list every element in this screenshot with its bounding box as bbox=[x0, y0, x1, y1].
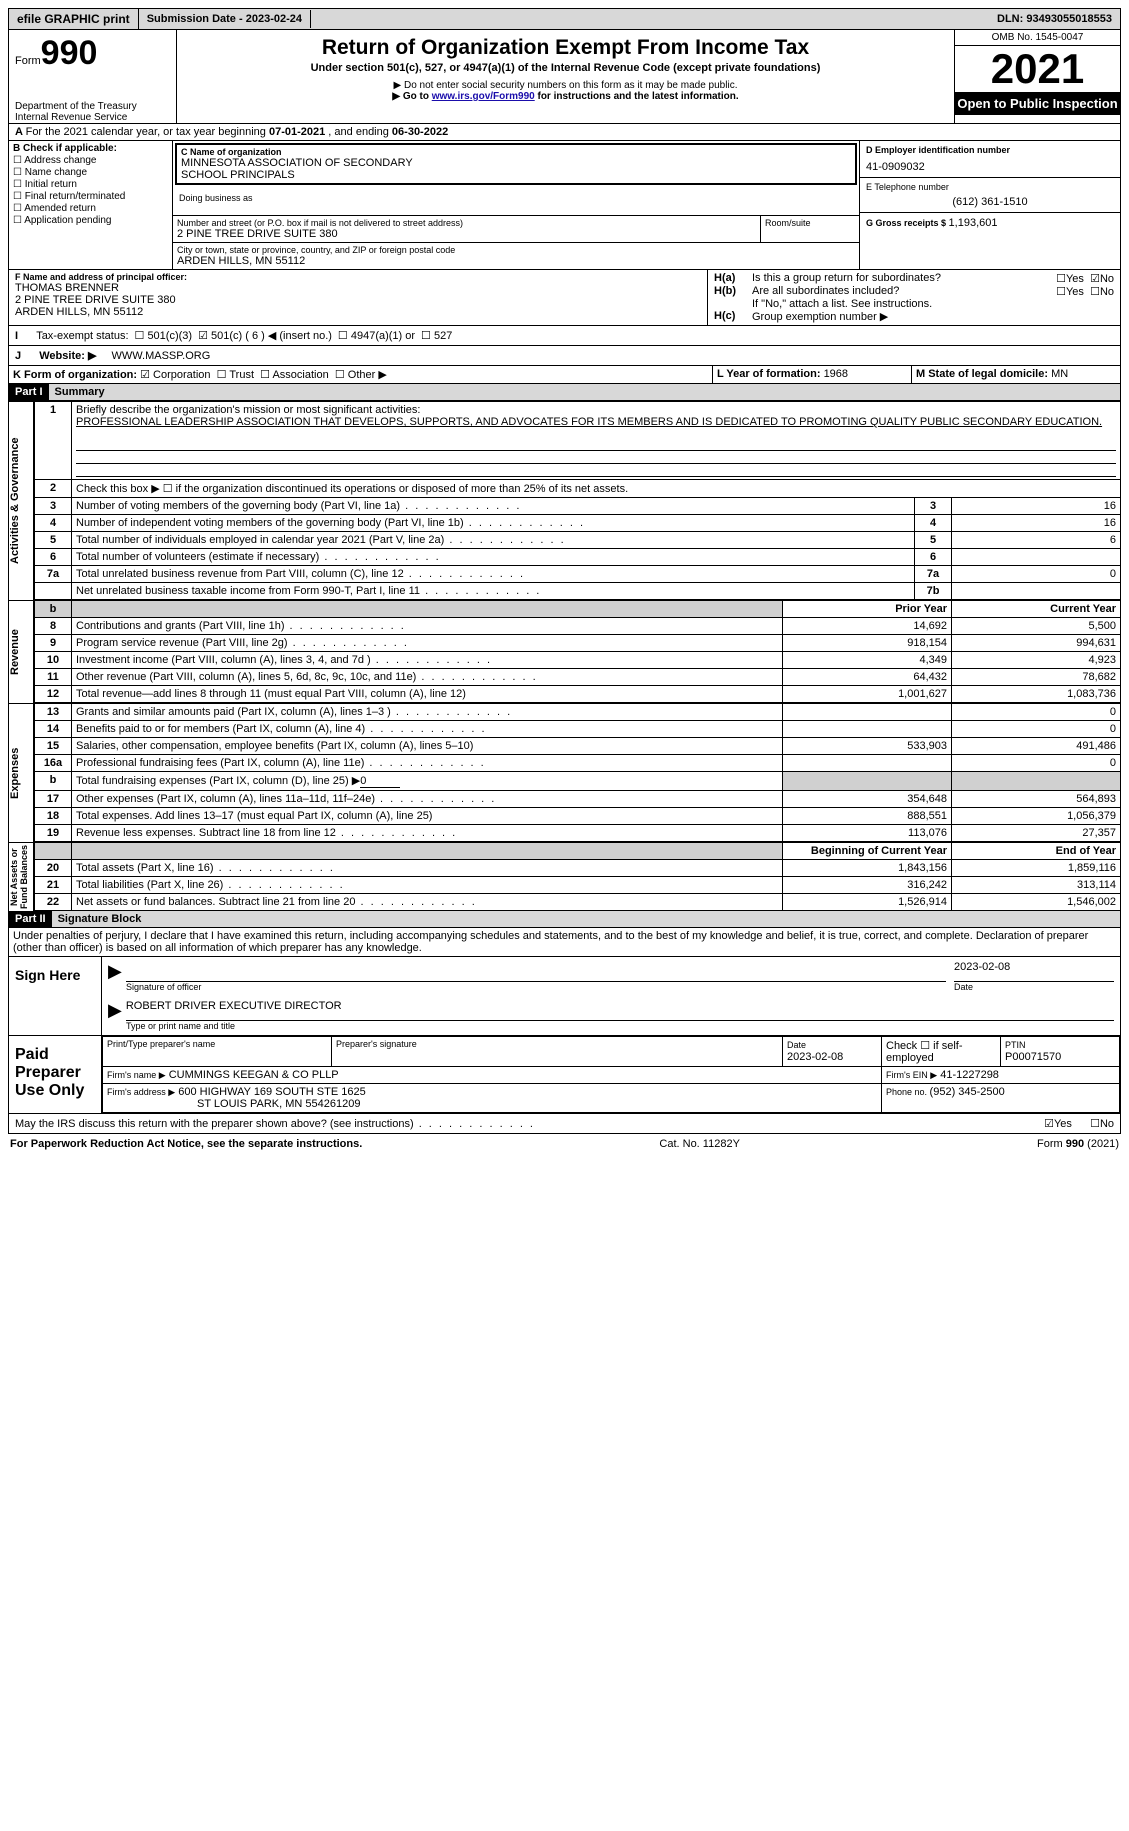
mission-text: PROFESSIONAL LEADERSHIP ASSOCIATION THAT… bbox=[76, 416, 1102, 428]
ha-no[interactable]: ☑No bbox=[1090, 272, 1114, 285]
firm-phone: (952) 345-2500 bbox=[930, 1086, 1005, 1098]
officer-name: THOMAS BRENNER bbox=[15, 282, 701, 294]
declaration: Under penalties of perjury, I declare th… bbox=[8, 928, 1121, 957]
part1-header: Part ISummary bbox=[8, 384, 1121, 401]
chk-corp[interactable]: ☑ Corporation bbox=[140, 369, 210, 381]
chk-name-change[interactable]: ☐ Name change bbox=[13, 167, 168, 178]
chk-4947[interactable]: ☐ 4947(a)(1) or bbox=[338, 329, 415, 342]
chk-app-pending[interactable]: ☐ Application pending bbox=[13, 215, 168, 226]
phone: (612) 361-1510 bbox=[866, 196, 1114, 208]
chk-assoc[interactable]: ☐ Association bbox=[260, 369, 329, 381]
submission-date: Submission Date - 2023-02-24 bbox=[139, 10, 311, 28]
gross-receipts: 1,193,601 bbox=[949, 217, 998, 229]
year-formation: 1968 bbox=[824, 368, 848, 380]
ptin: P00071570 bbox=[1005, 1051, 1061, 1063]
discuss-yes[interactable]: ☑Yes bbox=[1044, 1117, 1072, 1130]
vlabel-ag: Activities & Governance bbox=[8, 401, 34, 600]
vlabel-na: Net Assets or Fund Balances bbox=[8, 842, 34, 911]
officer-block: F Name and address of principal officer:… bbox=[8, 270, 1121, 326]
note-link: ▶ Go to www.irs.gov/Form990 for instruct… bbox=[183, 91, 948, 102]
chk-501c3[interactable]: ☐ 501(c)(3) bbox=[135, 329, 193, 342]
state-domicile: MN bbox=[1051, 368, 1068, 380]
dln: DLN: 93493055018553 bbox=[989, 10, 1120, 28]
ein: 41-0909032 bbox=[866, 161, 1114, 173]
col-c: C Name of organization MINNESOTA ASSOCIA… bbox=[173, 141, 860, 269]
hb-yes[interactable]: ☐Yes bbox=[1056, 285, 1084, 298]
part2-header: Part IISignature Block bbox=[8, 911, 1121, 928]
dept-label: Department of the Treasury Internal Reve… bbox=[15, 101, 170, 123]
efile-print-button[interactable]: efile GRAPHIC print bbox=[9, 9, 139, 29]
open-inspection: Open to Public Inspection bbox=[955, 92, 1120, 115]
officer-printed-name: ROBERT DRIVER EXECUTIVE DIRECTOR bbox=[126, 1000, 1114, 1021]
form-header: Form990 Department of the Treasury Inter… bbox=[8, 30, 1121, 124]
chk-initial-return[interactable]: ☐ Initial return bbox=[13, 179, 168, 190]
tax-year: 2021 bbox=[955, 46, 1120, 92]
form-subtitle: Under section 501(c), 527, or 4947(a)(1)… bbox=[183, 62, 948, 74]
summary-ag: 1 Briefly describe the organization's mi… bbox=[34, 401, 1121, 600]
vlabel-rev: Revenue bbox=[8, 600, 34, 703]
form-title: Return of Organization Exempt From Incom… bbox=[183, 36, 948, 60]
sign-here-block: Sign Here ▶ 2023-02-08 Signature of offi… bbox=[8, 957, 1121, 1036]
line-klm: K Form of organization: ☑ Corporation ☐ … bbox=[8, 366, 1121, 384]
col-b: B Check if applicable: ☐ Address change … bbox=[9, 141, 173, 269]
line-j: J Website: ▶ WWW.MASSP.ORG bbox=[8, 346, 1121, 366]
summary-expenses: 13Grants and similar amounts paid (Part … bbox=[34, 703, 1121, 842]
chk-final-return[interactable]: ☐ Final return/terminated bbox=[13, 191, 168, 202]
page-footer: For Paperwork Reduction Act Notice, see … bbox=[8, 1134, 1121, 1154]
summary-netassets: Beginning of Current YearEnd of Year 20T… bbox=[34, 842, 1121, 911]
line-a: A For the 2021 calendar year, or tax yea… bbox=[8, 124, 1121, 141]
paid-preparer-block: Paid Preparer Use Only Print/Type prepar… bbox=[8, 1036, 1121, 1114]
firm-name: CUMMINGS KEEGAN & CO PLLP bbox=[169, 1069, 339, 1081]
summary-revenue: bPrior YearCurrent Year 8Contributions a… bbox=[34, 600, 1121, 703]
entity-block: B Check if applicable: ☐ Address change … bbox=[8, 141, 1121, 270]
top-bar: efile GRAPHIC print Submission Date - 20… bbox=[8, 8, 1121, 30]
col-d: D Employer identification number 41-0909… bbox=[860, 141, 1120, 269]
omb-number: OMB No. 1545-0047 bbox=[955, 30, 1120, 46]
irs-link[interactable]: www.irs.gov/Form990 bbox=[432, 91, 535, 102]
ha-yes[interactable]: ☐Yes bbox=[1056, 272, 1084, 285]
chk-527[interactable]: ☐ 527 bbox=[421, 329, 452, 342]
chk-amended[interactable]: ☐ Amended return bbox=[13, 203, 168, 214]
website: WWW.MASSP.ORG bbox=[111, 350, 210, 362]
line-i: I Tax-exempt status: ☐ 501(c)(3) ☑ 501(c… bbox=[8, 326, 1121, 346]
note-ssn: ▶ Do not enter social security numbers o… bbox=[183, 80, 948, 91]
vlabel-exp: Expenses bbox=[8, 703, 34, 842]
may-discuss: May the IRS discuss this return with the… bbox=[8, 1114, 1121, 1134]
chk-address-change[interactable]: ☐ Address change bbox=[13, 155, 168, 166]
org-name: MINNESOTA ASSOCIATION OF SECONDARYSCHOOL… bbox=[181, 157, 851, 181]
chk-other[interactable]: ☐ Other ▶ bbox=[335, 369, 387, 381]
firm-ein: 41-1227298 bbox=[940, 1069, 999, 1081]
hb-no[interactable]: ☐No bbox=[1090, 285, 1114, 298]
form-number: Form990 bbox=[15, 34, 170, 73]
officer-sig-date: 2023-02-08 bbox=[954, 961, 1114, 982]
chk-trust[interactable]: ☐ Trust bbox=[217, 369, 254, 381]
street-address: 2 PINE TREE DRIVE SUITE 380 bbox=[177, 228, 756, 240]
discuss-no[interactable]: ☐No bbox=[1090, 1117, 1114, 1130]
city-state-zip: ARDEN HILLS, MN 55112 bbox=[177, 255, 855, 267]
dba-label: Doing business as bbox=[179, 193, 853, 203]
chk-501c[interactable]: ☑ 501(c) ( 6 ) ◀ (insert no.) bbox=[198, 329, 332, 342]
